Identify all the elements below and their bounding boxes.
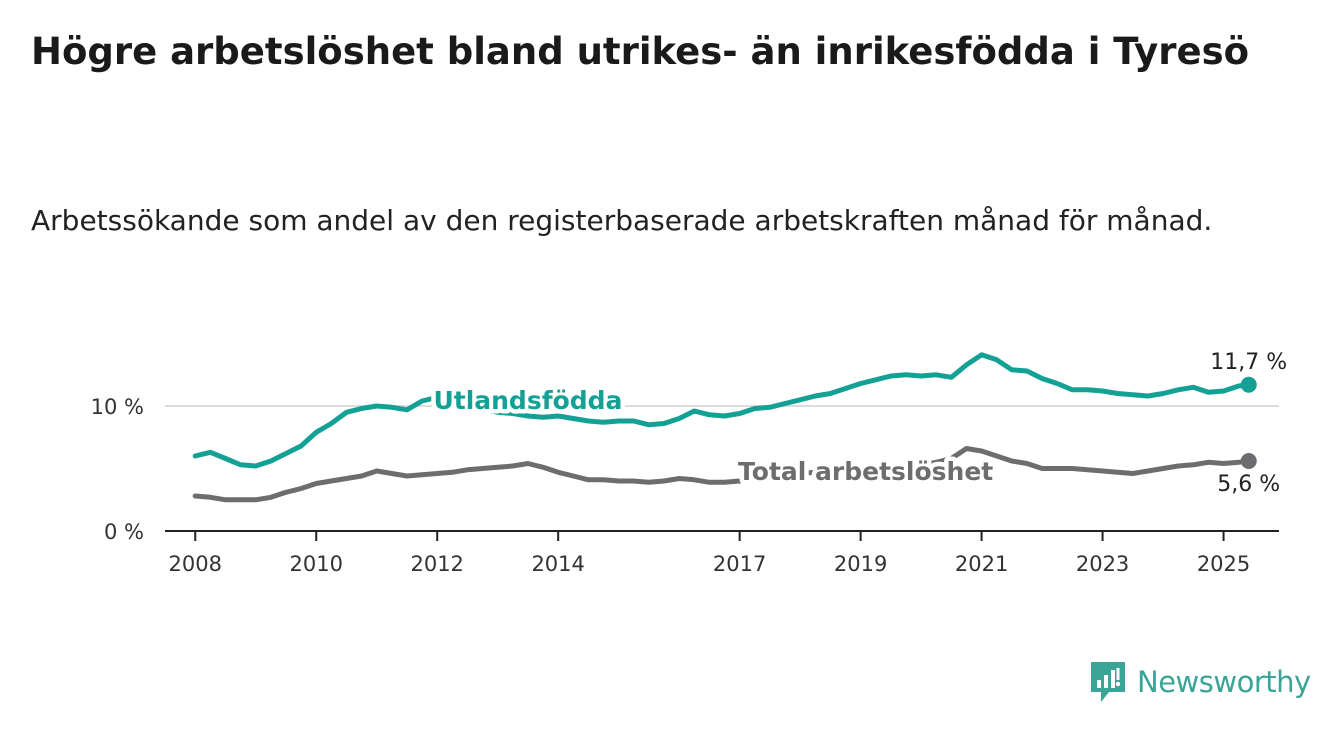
series-line-total bbox=[192, 446, 1252, 503]
series-label-total: Total arbetslöshet bbox=[738, 457, 993, 486]
x-axis-labels: 2008 2010 2012 2014 2017 2019 2021 2023 2025 bbox=[169, 552, 1251, 576]
x-tick-label: 2008 bbox=[169, 552, 222, 576]
series-line-utlandsfodda bbox=[192, 352, 1252, 469]
y-tick-label: 10 % bbox=[91, 395, 144, 419]
x-tick-label: 2019 bbox=[834, 552, 887, 576]
x-tick-label: 2012 bbox=[410, 552, 463, 576]
x-tick-label: 2025 bbox=[1197, 552, 1250, 576]
x-tick-label: 2014 bbox=[531, 552, 584, 576]
y-axis-labels: 0 % 10 % bbox=[91, 395, 144, 544]
chart-title: Högre arbetslöshet bland utrikes- än inr… bbox=[31, 30, 1250, 73]
x-tick-label: 2021 bbox=[955, 552, 1008, 576]
series-endpoint bbox=[1240, 453, 1257, 469]
x-tick-label: 2017 bbox=[713, 552, 766, 576]
end-value-label: 5,6 % bbox=[1217, 472, 1280, 497]
x-tick-label: 2023 bbox=[1076, 552, 1129, 576]
brand: Newsworthy bbox=[1089, 660, 1311, 704]
chart-subtitle: Arbetssökande som andel av den registerb… bbox=[31, 204, 1213, 237]
series-endpoint bbox=[1240, 376, 1257, 393]
series-labels: Utlandsfödda Total arbetslöshet 11,7 % 5,6 … bbox=[429, 350, 1287, 497]
newsworthy-logo-icon bbox=[1091, 662, 1125, 702]
grid-lines bbox=[165, 405, 1279, 541]
y-tick-label: 0 % bbox=[104, 520, 144, 544]
series-lines bbox=[192, 352, 1257, 503]
x-tick-label: 2010 bbox=[289, 552, 342, 576]
end-value-label: 11,7 % bbox=[1210, 350, 1287, 375]
brand-name: Newsworthy bbox=[1137, 665, 1311, 699]
series-label-utlandsfodda: Utlandsfödda bbox=[433, 386, 622, 415]
